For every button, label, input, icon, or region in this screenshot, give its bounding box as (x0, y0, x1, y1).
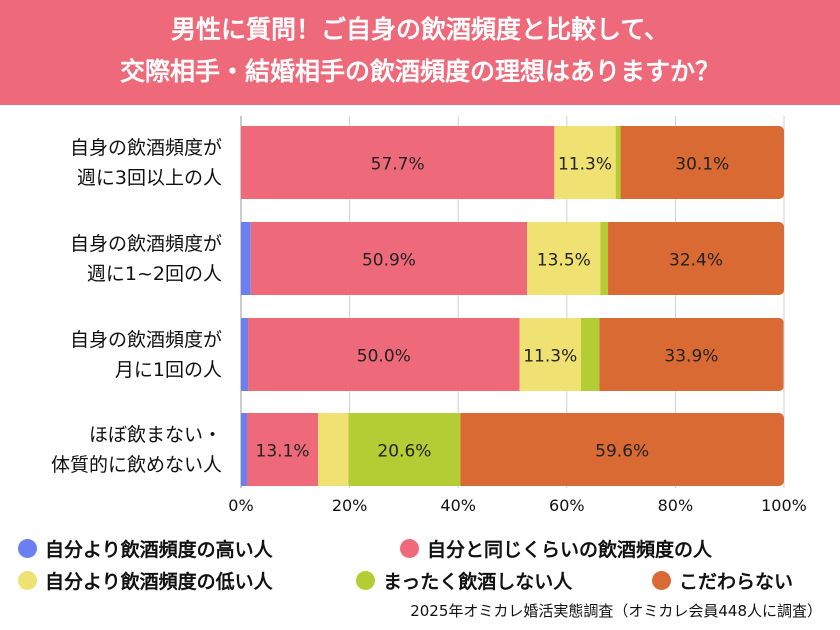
data-label-c0-s1: 57.7% (371, 155, 425, 175)
category-label-1-line-1: 週に1~2回の人 (86, 262, 222, 285)
bar-segment-c1-s1 (250, 222, 528, 295)
bar-segment-c2-s0 (241, 318, 249, 391)
data-label-c0-s2: 11.3% (558, 155, 612, 175)
legend-label-lower: 自分より飲酒頻度の低い人 (45, 570, 273, 593)
bar-segment-c3-s1 (246, 413, 319, 486)
chart-title-line-2: 交際相手・結婚相手の飲酒頻度の理想はありますか？ (119, 57, 720, 86)
legend-label-no-preference: こだわらない (679, 570, 794, 593)
category-label-1-line-0: 自身の飲酒頻度が (69, 232, 222, 255)
bar-segment-c3-s3 (348, 413, 461, 486)
x-tick-label-3: 60% (549, 496, 585, 515)
legend-item-lower: 自分より飲酒頻度の低い人 (18, 567, 273, 593)
bar-segment-c0-s3 (615, 126, 621, 199)
data-label-c1-s2: 13.5% (537, 251, 591, 271)
category-label-0-line-1: 週に3回以上の人 (76, 166, 222, 189)
bar-segment-c3-s0 (241, 413, 247, 486)
x-tick-label-4: 80% (658, 496, 694, 515)
bar-segment-c2-s4 (599, 318, 784, 391)
bar-segment-c1-s4 (608, 222, 784, 295)
data-label-c3-s3: 20.6% (377, 442, 431, 462)
legend-swatch-lower (18, 570, 37, 590)
category-label-0: 自身の飲酒頻度が週に3回以上の人 (0, 133, 222, 193)
data-label-c1-s1: 50.9% (362, 251, 416, 271)
legend-item-higher: 自分より飲酒頻度の高い人 (18, 535, 273, 561)
bar-segment-c0-s4 (620, 126, 784, 199)
bar-segment-c2-s1 (248, 318, 520, 391)
x-tick-label-0: 0% (228, 496, 253, 515)
category-label-3-line-0: ほぼ飲まない・ (88, 423, 222, 446)
legend-item-same: 自分と同じくらいの飲酒頻度の人 (400, 535, 712, 561)
bar-segment-c3-s4 (460, 413, 784, 486)
category-label-2-line-1: 月に1回の人 (114, 358, 222, 381)
legend-label-same: 自分と同じくらいの飲酒頻度の人 (427, 538, 713, 561)
legend-swatch-no-preference (652, 570, 671, 590)
category-label-2-line-0: 自身の飲酒頻度が (69, 328, 222, 351)
data-label-c2-s1: 50.0% (357, 347, 411, 367)
data-label-c1-s4: 32.4% (669, 251, 723, 271)
x-tick-label-2: 40% (440, 496, 476, 515)
legend-item-none: まったく飲酒しない人 (356, 567, 572, 593)
category-label-3-line-1: 体質的に飲めない人 (50, 453, 222, 476)
x-tick-label-1: 20% (332, 496, 368, 515)
data-label-c3-s1: 13.1% (256, 442, 310, 462)
bar-segment-c1-s2 (527, 222, 601, 295)
data-label-c2-s2: 11.3% (523, 347, 577, 367)
legend-swatch-higher (18, 538, 37, 558)
bar-segment-c2-s3 (580, 318, 600, 391)
data-label-c0-s4: 30.1% (675, 155, 729, 175)
legend-swatch-same (400, 538, 419, 558)
data-label-c2-s4: 33.9% (664, 347, 718, 367)
category-label-0-line-0: 自身の飲酒頻度が (69, 136, 222, 159)
bar-segment-c1-s3 (600, 222, 609, 295)
category-label-1: 自身の飲酒頻度が週に1~2回の人 (0, 229, 222, 289)
category-label-3: ほぼ飲まない・体質的に飲めない人 (0, 420, 222, 480)
x-tick-label-5: 100% (761, 496, 807, 515)
source-note: 2025年オミカレ婚活実態調査（オミカレ会員448人に調査） (410, 602, 822, 620)
bar-segment-c0-s1 (241, 126, 555, 199)
legend-label-higher: 自分より飲酒頻度の高い人 (45, 538, 273, 561)
legend-item-no-preference: こだわらない (652, 567, 793, 593)
legend-swatch-none (356, 570, 375, 590)
category-label-2: 自身の飲酒頻度が月に1回の人 (0, 325, 222, 385)
bar-segment-c2-s2 (519, 318, 581, 391)
chart-title-banner: 男性に質問！ご自身の飲酒頻度と比較して、 交際相手・結婚相手の飲酒頻度の理想はあ… (0, 0, 840, 105)
bar-segment-c0-s2 (554, 126, 616, 199)
legend-label-none: まったく飲酒しない人 (383, 570, 573, 593)
bar-segment-c1-s0 (241, 222, 251, 295)
data-label-c3-s4: 59.6% (595, 442, 649, 462)
bar-segment-c3-s2 (318, 413, 349, 486)
chart-title-line-1: 男性に質問！ご自身の飲酒頻度と比較して、 (170, 15, 669, 44)
